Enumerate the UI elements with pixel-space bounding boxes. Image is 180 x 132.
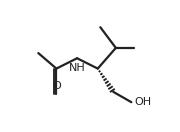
Text: NH: NH <box>69 63 86 73</box>
Text: OH: OH <box>135 96 152 107</box>
Text: O: O <box>52 81 61 91</box>
